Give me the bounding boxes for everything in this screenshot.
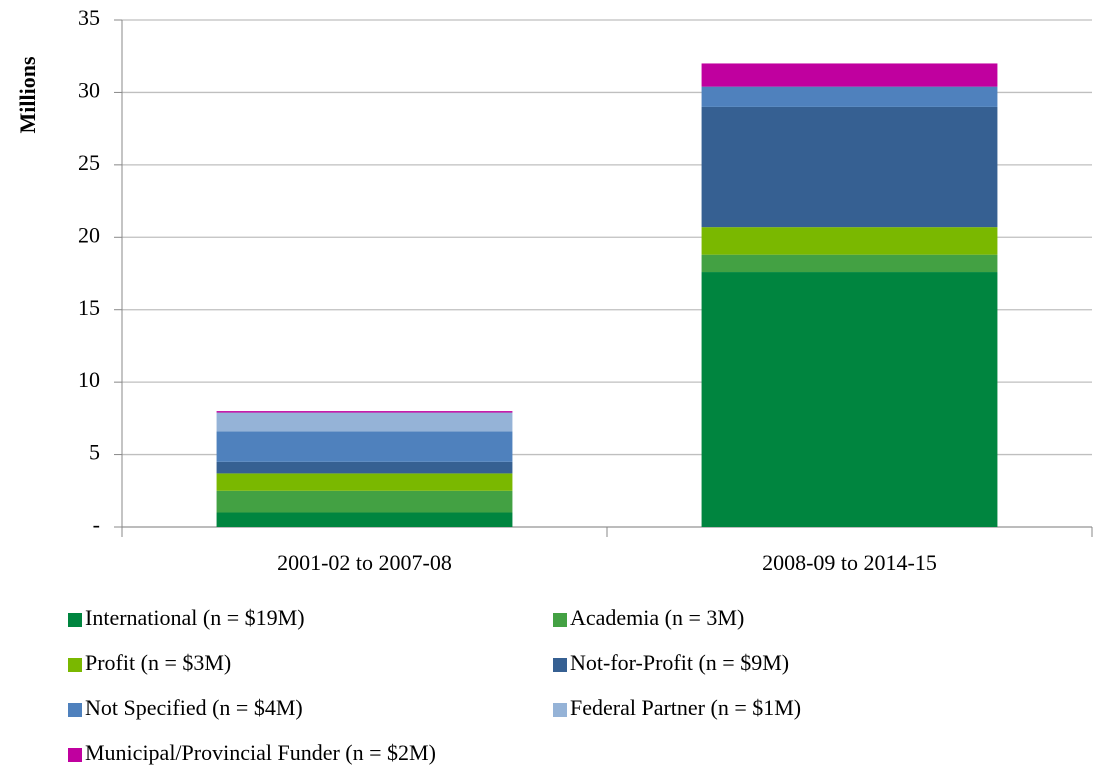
y-axis-label: Millions [15,56,40,133]
bar-segment [701,272,998,527]
bar-segment [216,461,513,474]
legend-swatch [553,658,567,672]
legend-label: Municipal/Provincial Funder (n = $2M) [85,740,436,765]
x-tick-label: 2008-09 to 2014-15 [762,550,937,575]
y-tick-label: 35 [78,5,100,30]
bar-segment [701,63,998,87]
y-tick-label: 5 [89,440,100,465]
bar-segment [701,86,998,107]
bar-segment [216,512,513,527]
y-tick-label: 10 [78,367,100,392]
bar-segment [216,431,513,462]
bar-segment [701,254,998,273]
y-tick-label: 20 [78,222,100,247]
legend-label: Not Specified (n = $4M) [85,695,303,720]
legend-label: Profit (n = $3M) [85,650,231,675]
legend-swatch [553,613,567,627]
legend-swatch [68,613,82,627]
legend-label: International (n = $19M) [85,605,305,630]
legend-swatch [553,703,567,717]
bar-segment [701,106,998,228]
bar-segment [216,411,513,413]
x-tick-label: 2001-02 to 2007-08 [277,550,452,575]
y-tick-label: 30 [78,77,100,102]
y-tick-label: 15 [78,295,100,320]
legend-swatch [68,748,82,762]
legend-swatch [68,703,82,717]
y-tick-label: 25 [78,150,100,175]
y-tick-label: - [93,512,100,537]
legend-label: Federal Partner (n = $1M) [570,695,801,720]
bar-segment [216,412,513,432]
legend-label: Academia (n = 3M) [570,605,744,630]
bar-segment [216,473,513,491]
bar-segment [701,227,998,255]
legend-label: Not-for-Profit (n = $9M) [570,650,789,675]
bar-segment [216,490,513,513]
legend-swatch [68,658,82,672]
